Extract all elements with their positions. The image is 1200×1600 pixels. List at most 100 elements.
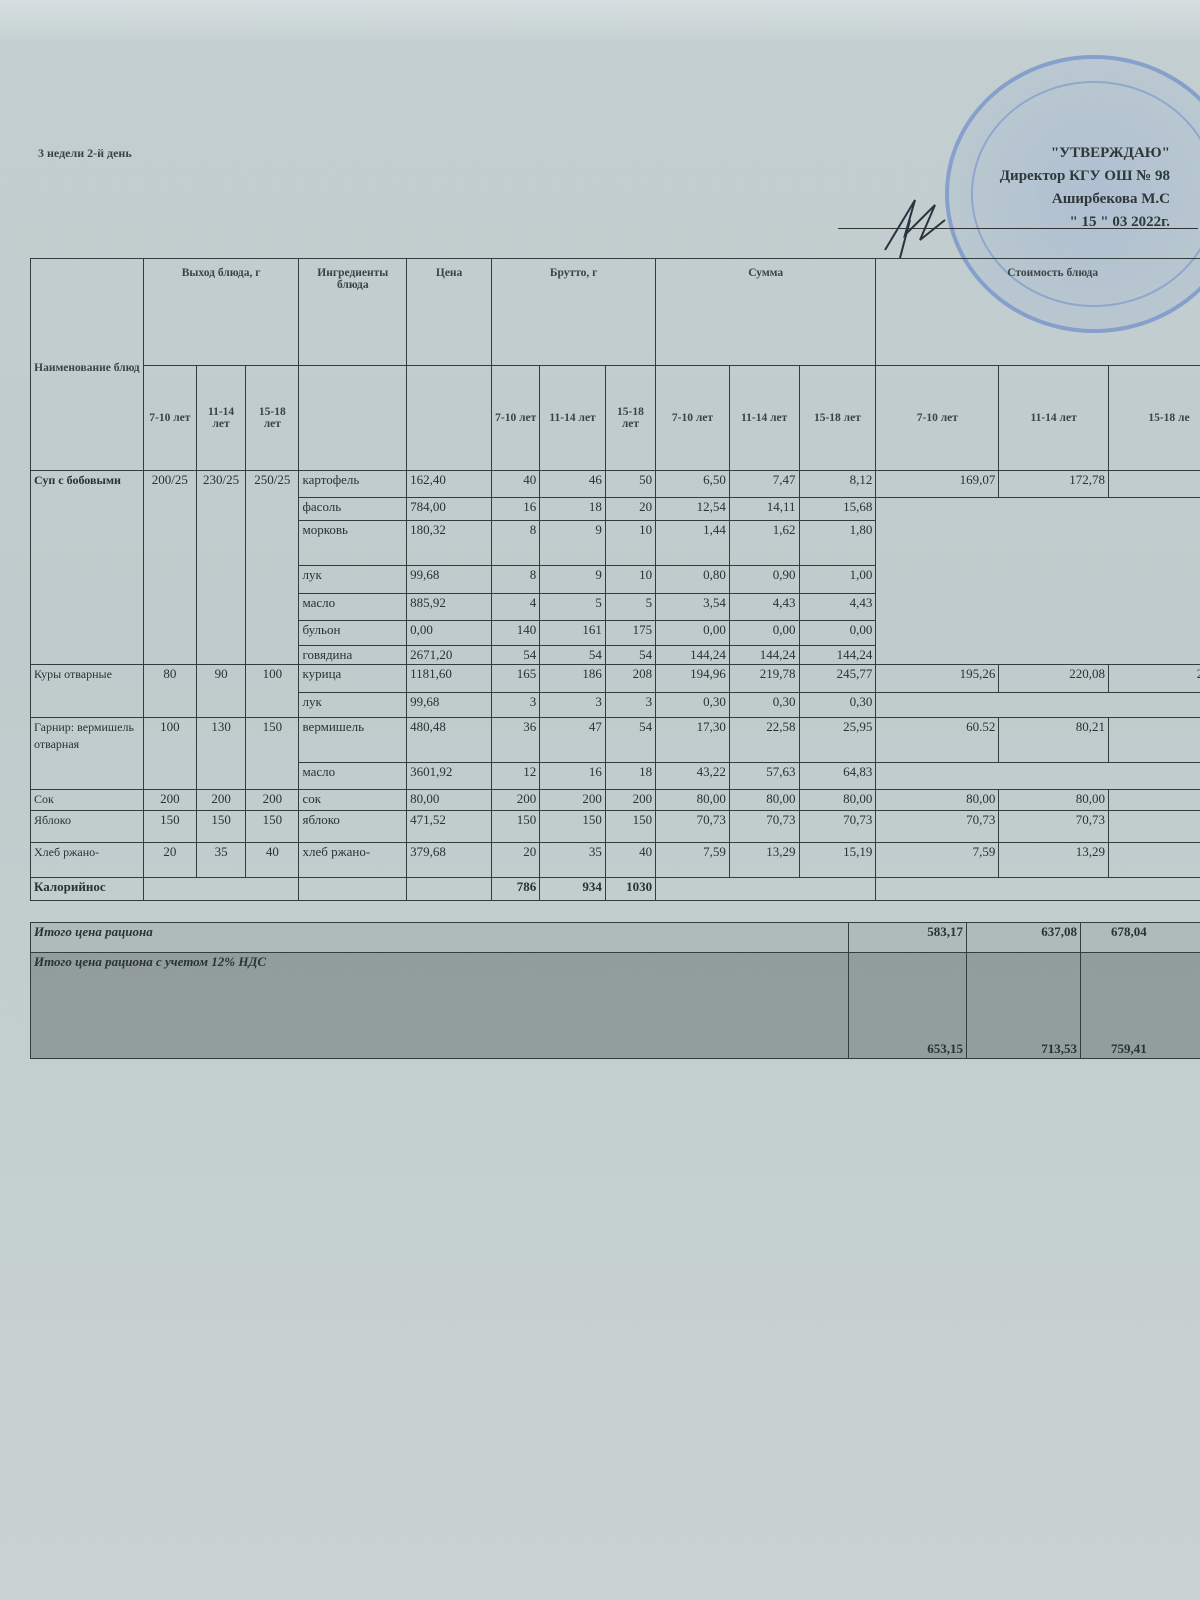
yield-age-3: 15-18 лет <box>245 365 300 471</box>
total-vat-value-15-18: 759,41 <box>1080 952 1200 1059</box>
ingredient-name: масло <box>298 593 408 621</box>
ingredient-brutto: 175 <box>604 620 657 646</box>
dish-yield: 200 <box>195 789 247 811</box>
ingredient-brutto: 150 <box>539 810 606 843</box>
dish-cost: 15,1 <box>1107 842 1200 878</box>
ingredient-brutto: 8 <box>491 565 541 594</box>
ingredient-name: масло <box>298 762 408 790</box>
ingredient-sum: 80,00 <box>728 789 800 811</box>
dish-cost: 195,26 <box>875 664 1000 693</box>
ingredient-sum: 70,73 <box>728 810 800 843</box>
window-frame <box>0 0 1200 40</box>
ingredient-price: 3601,92 <box>406 762 493 790</box>
approval-name: Аширбекова М.С <box>1051 191 1170 207</box>
dish-yield: 230/25 <box>195 470 247 665</box>
calories-empty <box>406 877 493 901</box>
dish-cost-empty <box>875 497 1200 665</box>
dish-yield: 200 <box>245 789 300 811</box>
ingredient-sum: 7,47 <box>728 470 800 498</box>
dish-yield: 150 <box>142 810 198 843</box>
brutto-age-3: 15-18 лет <box>604 365 657 471</box>
table-row: Суп с бобовыми 200/25 230/25 250/25 картофел… <box>30 470 1200 665</box>
approval-position: Директор КГУ ОШ № 98 <box>999 168 1170 184</box>
header-dish: Наименование блюд <box>30 258 144 471</box>
ingredient-brutto: 5 <box>604 593 657 621</box>
dish-cost-empty <box>875 692 1200 718</box>
ingredient-sum: 70,73 <box>798 810 877 843</box>
total-row: Итого цена рациона 583,17 637,08 678,04 <box>30 922 1200 953</box>
dish-yield: 35 <box>195 842 247 878</box>
signature <box>884 199 946 259</box>
ingredient-brutto: 8 <box>491 520 541 566</box>
ingredient-sum: 13,29 <box>728 842 800 878</box>
ingredient-brutto: 10 <box>604 565 657 594</box>
ingredient-sum: 7,59 <box>655 842 730 878</box>
ingredient-brutto: 46 <box>539 470 606 498</box>
ingredient-sum: 0,00 <box>655 620 730 646</box>
ingredient-price: 80,00 <box>406 789 493 811</box>
dish-yield: 250/25 <box>245 470 300 665</box>
dish-yield: 40 <box>245 842 300 878</box>
ingredient-brutto: 16 <box>491 497 541 521</box>
dish-yield: 130 <box>195 717 247 790</box>
ingredient-sum: 17,30 <box>655 717 730 763</box>
yield-age-2: 11-14 лет <box>195 365 247 471</box>
ingredient-sum: 8,12 <box>798 470 877 498</box>
calories-empty <box>875 877 1200 901</box>
ingredient-brutto: 18 <box>604 762 657 790</box>
ingredient-brutto: 9 <box>539 565 606 594</box>
ingredient-sum: 245,77 <box>798 664 877 693</box>
menu-table: Наименование блюд Выход блюда, г Ингреди… <box>30 258 1200 901</box>
ingredient-sum: 144,24 <box>655 645 730 665</box>
ingredient-name: курица <box>298 664 408 693</box>
dish-cost: 80,0 <box>1107 789 1200 811</box>
ingredient-price: 2671,20 <box>406 645 493 665</box>
ingredient-sum: 15,19 <box>798 842 877 878</box>
ingredient-price: 379,68 <box>406 842 493 878</box>
ingredient-sum: 0,80 <box>655 565 730 594</box>
table-row: лук 99,68 3 3 3 0,30 0,30 0,30 <box>31 692 1200 718</box>
ingredient-price: 480,48 <box>406 717 493 763</box>
ingredient-brutto: 9 <box>539 520 606 566</box>
ingredient-name: бульон <box>298 620 408 646</box>
ingredient-sum: 1,80 <box>798 520 877 566</box>
signature-line <box>838 228 1198 229</box>
dish-yield: 20 <box>142 842 198 878</box>
ingredient-price: 180,32 <box>406 520 493 566</box>
ingredient-sum: 0,30 <box>655 692 730 718</box>
calories-value: 934 <box>539 877 606 901</box>
ingredient-brutto: 200 <box>491 789 541 811</box>
ingredient-name: морковь <box>298 520 408 566</box>
dish-cost: 70,7 <box>1107 810 1200 843</box>
calories-empty <box>142 877 300 901</box>
ingredient-brutto: 165 <box>491 664 541 693</box>
table-row: Хлеб ржано- 20 35 40 хлеб ржано- 379,68 20 35 40… <box>30 842 1200 878</box>
total-value-7-10: 583,17 <box>848 922 967 953</box>
table-row: Сок 200 200 200 сок 80,00 200 200 200 80,00 80,00 8… <box>30 789 1200 811</box>
ingredient-sum: 43,22 <box>655 762 730 790</box>
cost-age-3: 15-18 ле <box>1107 365 1200 471</box>
dish-yield: 150 <box>245 717 300 790</box>
ingredient-brutto: 150 <box>491 810 541 843</box>
sum-age-2: 11-14 лет <box>728 365 800 471</box>
ingredient-price: 0,00 <box>406 620 493 646</box>
dish-cost: 90, <box>1107 717 1200 763</box>
dish-cost: 13,29 <box>998 842 1109 878</box>
ingredient-sum: 14,11 <box>728 497 800 521</box>
dish-name: Сок <box>30 789 144 811</box>
day-label: 3 недели 2-й день <box>38 146 132 160</box>
ingredient-sum: 3,54 <box>655 593 730 621</box>
ingredient-sum: 144,24 <box>728 645 800 665</box>
ingredient-sum: 15,68 <box>798 497 877 521</box>
ingredient-sum: 22,58 <box>728 717 800 763</box>
dish-cost: 172,78 <box>998 470 1109 498</box>
sum-age-3: 15-18 лет <box>798 365 877 471</box>
header-price: Цена <box>406 258 493 366</box>
ingredient-brutto: 40 <box>491 470 541 498</box>
calories-label: Калорийнос <box>30 877 144 901</box>
total-value-11-14: 637,08 <box>966 922 1081 953</box>
dish-cost: 70,73 <box>998 810 1109 843</box>
ingredient-sum: 6,50 <box>655 470 730 498</box>
ingredient-name: картофель <box>298 470 408 498</box>
dish-yield: 90 <box>195 664 247 718</box>
